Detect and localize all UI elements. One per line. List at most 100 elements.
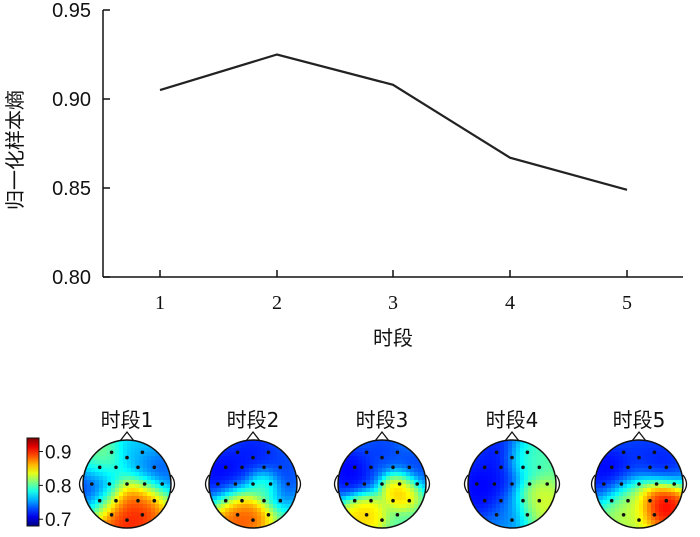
topomap-4: 时段4: [463, 408, 561, 529]
topomap-cell: [135, 492, 140, 497]
topomap-cell: [338, 444, 343, 449]
topomap-cell: [91, 444, 96, 449]
topomap-cell: [476, 472, 481, 477]
topomap-cell: [225, 524, 230, 528]
topomap-cell: [496, 496, 501, 501]
electrode-dot: [125, 455, 129, 460]
topomap-cell: [123, 492, 128, 497]
topomap-cell: [366, 476, 371, 481]
topomap-cell: [91, 480, 96, 485]
topomap-cell: [643, 468, 648, 473]
topomap-cell: [143, 516, 148, 521]
topomap-cell: [217, 516, 222, 521]
topomap-cell: [265, 516, 270, 521]
topomap-cell: [83, 448, 88, 453]
topomap-cell: [414, 488, 419, 493]
topomap-cell: [398, 444, 403, 449]
topomap-cell: [508, 468, 513, 473]
topomap-cell: [496, 488, 501, 493]
topomap-cell: [659, 512, 664, 517]
topomap-cell: [476, 508, 481, 513]
topomap-cell: [671, 500, 676, 505]
topomap-cell: [516, 460, 521, 465]
topomap-cell: [422, 476, 426, 481]
topomap-cell: [159, 524, 164, 528]
topomap-cell: [111, 464, 116, 469]
topomap-cell: [103, 456, 108, 461]
topomap-cell: [257, 496, 262, 501]
topomap-cell: [394, 516, 399, 521]
topomap-cell: [99, 484, 104, 489]
topomap-cell: [131, 484, 136, 489]
topomap-cell: [552, 480, 556, 485]
topomap-cell: [504, 524, 509, 528]
topomap-cell: [273, 464, 278, 469]
topomap-cell: [127, 492, 132, 497]
topomap-cell: [338, 460, 343, 465]
topomap-cell: [504, 520, 509, 525]
topomap-cell: [370, 456, 375, 461]
electrode-dot: [492, 482, 497, 486]
topomap-cell: [635, 476, 640, 481]
topomap-cell: [123, 468, 128, 473]
topomap-cell: [143, 480, 148, 485]
topomap-cell: [540, 468, 545, 473]
topomap-cell: [163, 444, 168, 449]
topomap-cell: [663, 492, 668, 497]
topomap-cell: [338, 472, 343, 477]
topomap-cell: [671, 472, 676, 477]
topomap-cell: [245, 516, 250, 521]
topomap-cell: [253, 460, 258, 465]
topomap-cell: [350, 484, 355, 489]
topomap-cell: [366, 468, 371, 473]
topomap-cell: [488, 512, 493, 517]
topomap-cell: [508, 504, 513, 509]
topomap-cell: [127, 480, 132, 485]
topomap-cell: [532, 508, 537, 513]
topomap-cell: [651, 452, 656, 457]
topomap-cell: [508, 456, 513, 461]
topomap-cell: [209, 492, 214, 497]
topomap-cell: [338, 452, 343, 457]
topomap-cell: [552, 484, 556, 489]
topomap-cell: [394, 504, 399, 509]
topomap-cell: [627, 512, 632, 517]
topomap-cell: [119, 488, 124, 493]
topomap-cell: [159, 500, 164, 505]
topomap-cell: [480, 444, 485, 449]
topomap-cell: [635, 512, 640, 517]
topomap-cell: [346, 480, 351, 485]
topomap-cell: [237, 472, 242, 477]
topomap-cell: [151, 472, 156, 477]
topomap-cell: [147, 512, 152, 517]
topomap-cell: [127, 500, 132, 505]
topomap-cell: [390, 456, 395, 461]
topomap-cell: [414, 476, 419, 481]
topomap-cell: [418, 500, 423, 505]
topomap-cell: [95, 468, 100, 473]
topomap-cell: [639, 524, 644, 528]
topomap-cell: [667, 496, 672, 501]
topomap-cell: [500, 496, 505, 501]
topomap-cell: [607, 464, 612, 469]
topomap-cell: [488, 464, 493, 469]
topomap-cell: [639, 488, 644, 493]
topomap-cell: [552, 452, 556, 457]
topomap-cell: [350, 496, 355, 501]
topomap-cell: [362, 500, 367, 505]
topomap-cell: [350, 520, 355, 525]
topomap-cell: [488, 460, 493, 465]
topomap-cell: [398, 496, 403, 501]
topomap-cell: [378, 488, 383, 493]
topomap-cell: [671, 460, 676, 465]
topomap-cell: [273, 492, 278, 497]
topomap-cell: [261, 440, 266, 445]
topomap-cell: [151, 484, 156, 489]
topomap-cell: [115, 448, 120, 453]
topomap-cell: [354, 476, 359, 481]
topomap-cell: [659, 480, 664, 485]
topomap-cell: [667, 524, 672, 528]
topomap-cell: [468, 512, 473, 517]
topomap-cell: [516, 452, 521, 457]
topomap-cell: [115, 492, 120, 497]
